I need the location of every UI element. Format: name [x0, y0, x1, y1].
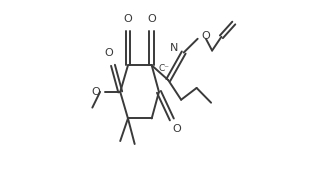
Text: O: O — [124, 14, 132, 24]
Text: O: O — [104, 47, 113, 57]
Text: N: N — [170, 43, 179, 53]
Text: O: O — [91, 87, 100, 97]
Text: O: O — [173, 124, 181, 134]
Text: O: O — [202, 31, 211, 41]
Text: C⁻: C⁻ — [159, 64, 170, 73]
Text: O: O — [147, 14, 156, 24]
